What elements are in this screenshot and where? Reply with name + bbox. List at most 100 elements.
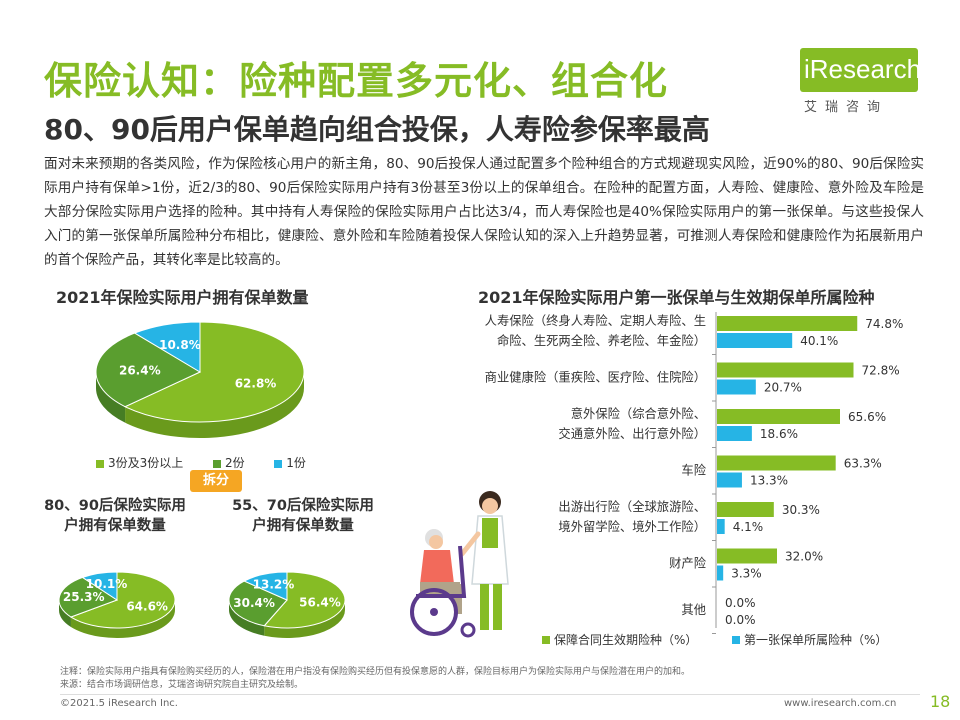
bar-value-label: 0.0%	[725, 613, 756, 627]
main-pie-side-0	[125, 372, 304, 438]
bar-chart: 人寿保险（终身人寿险、定期人寿险、生命险、生死两全险、养老险、年金险） 74.8%…	[485, 312, 903, 647]
bar-value-label: 74.8%	[865, 317, 903, 331]
p8090-pie-slice-1	[58, 576, 119, 618]
bar-category-label: 命险、生死两全险、养老险、年金险）	[497, 333, 706, 348]
bar-effective-3	[717, 455, 836, 471]
wheelchair-wheel	[410, 588, 458, 636]
footer-divider	[60, 694, 920, 695]
logo-text: iResearch	[804, 54, 922, 84]
p5570-pie-label-2: 13.2%	[253, 578, 295, 592]
p8090-pie-side	[59, 600, 175, 638]
nurse-arm	[459, 531, 481, 557]
bar-effective-5	[717, 548, 777, 564]
bar-category-label: 商业健康险（重疾险、医疗险、住院险）	[485, 370, 706, 385]
p8090-pie-label-2: 10.1%	[86, 577, 128, 591]
bar-value-label: 65.6%	[848, 410, 886, 424]
patient-face	[429, 535, 443, 549]
bar-category-label: 车险	[681, 463, 706, 478]
main-pie-side	[96, 372, 304, 438]
main-pie-label-1: 26.4%	[119, 363, 161, 377]
bar-first-5	[717, 565, 724, 581]
bar-value-label: 13.3%	[750, 474, 788, 488]
main-pie-chart: 62.8% 26.4% 10.8%	[95, 321, 305, 438]
bar-value-label: 4.1%	[733, 520, 764, 534]
bar-value-label: 63.3%	[844, 457, 882, 471]
bar-category-label: 其他	[681, 603, 706, 617]
bar-first-4	[717, 519, 725, 534]
bar-value-label: 72.8%	[862, 364, 900, 378]
nurse-coat	[471, 515, 509, 585]
page-title: 保险认知：险种配置多元化、组合化	[44, 59, 669, 103]
patient-shirt	[420, 550, 454, 584]
iresearch-logo: iResearch 艾瑞咨询	[770, 48, 922, 116]
pie-8090-title: 80、90后保险实际用户拥有保单数量	[44, 498, 186, 534]
legend-label-3plus: 3份及3份以上	[108, 456, 184, 470]
intro-paragraph: 面对未来预期的各类风险，作为保险核心用户的新主角，80、90后投保人通过配置多个…	[44, 156, 924, 268]
footnote-source: 来源：结合市场调研信息，艾瑞咨询研究院自主研究及绘制。	[60, 680, 304, 690]
bar-first-2	[717, 426, 752, 441]
bar-value-label: 30.3%	[782, 503, 820, 517]
nurse-leg-left	[480, 584, 489, 630]
legend-label-1: 1份	[286, 456, 306, 470]
bar-effective-1	[717, 362, 854, 378]
pie-5570-chart: 56.4% 30.4% 13.2%	[228, 571, 346, 638]
p5570-pie-label-1: 30.4%	[233, 596, 275, 610]
main-pie-label-2: 10.8%	[159, 338, 201, 352]
nurse-shirt	[482, 518, 498, 548]
pie-8090-chart: 64.6% 25.3%10.1%	[58, 571, 176, 638]
bar-effective-2	[717, 409, 840, 424]
bar-value-label: 3.3%	[731, 567, 762, 581]
pie-5570-title: 55、70后保险实际用户拥有保单数量	[232, 498, 374, 534]
main-pie-title: 2021年保险实际用户拥有保单数量	[56, 288, 309, 307]
bar-legend-label-0: 保障合同生效期险种（%）	[554, 632, 697, 647]
nurse-wheelchair-illustration	[410, 491, 509, 638]
nurse-face	[482, 498, 498, 514]
bar-first-0	[717, 333, 793, 348]
bar-value-label: 0.0%	[725, 596, 756, 610]
pie-legend: 3份及3份以上 2份 1份	[96, 454, 306, 471]
bar-category-label: 境外留学险、境外工作险）	[558, 519, 706, 534]
bar-category-label: 人寿保险（终身人寿险、定期人寿险、生	[485, 313, 706, 328]
bar-category-label: 出游出行险（全球旅游险、	[558, 499, 706, 514]
p8090-pie-slice-2	[81, 571, 118, 601]
bar-category-label: 交通意外险、出行意外险）	[558, 426, 706, 441]
p8090-pie-side-1	[59, 600, 71, 628]
main-pie-slice-1	[95, 332, 202, 408]
bar-category-label: 意外保险（综合意外险、	[571, 406, 706, 421]
main-pie-slice-2	[133, 321, 201, 373]
nurse-leg-right	[493, 584, 502, 630]
bar-legend-swatch-1	[732, 636, 740, 644]
p5570-pie-side-1	[229, 600, 265, 636]
p5570-pie-label-0: 56.4%	[299, 596, 341, 610]
wheelchair-hub	[430, 608, 438, 616]
footer-copyright: ©2021.5 iResearch Inc.	[60, 698, 178, 709]
bar-first-1	[717, 379, 756, 395]
bar-chart-title: 2021年保险实际用户第一张保单与生效期保单所属险种	[478, 288, 875, 307]
bar-value-label: 18.6%	[760, 427, 798, 441]
footnote: 注释：保险实际用户指具有保险购买经历的人，保险潜在用户指没有保险购买经历但有投保…	[60, 666, 690, 692]
bar-effective-0	[717, 316, 858, 331]
patient-shin	[454, 584, 462, 614]
legend-label-2: 2份	[224, 456, 245, 470]
p8090-pie-slice-0	[69, 571, 176, 629]
page-subtitle: 80、90后用户保单趋向组合投保，人寿险参保率最高	[44, 113, 710, 146]
bar-first-3	[717, 472, 742, 488]
p5570-pie-slice-0	[263, 571, 346, 629]
bar-legend-label-1: 第一张保单所属险种（%）	[744, 632, 887, 647]
logo-badge	[800, 48, 918, 92]
p8090-pie-side-0	[70, 600, 175, 638]
main-pie-label-0: 62.8%	[235, 377, 277, 391]
bar-category-label: 财产险	[669, 556, 707, 571]
bar-legend-swatch-0	[542, 636, 550, 644]
legend-swatch-2	[212, 459, 221, 468]
p5570-pie-slice-2	[243, 571, 288, 601]
p8090-pie-label-1: 25.3%	[63, 590, 105, 604]
split-badge: 拆分	[190, 470, 242, 492]
p5570-pie-slice-1	[228, 580, 288, 627]
main-pie-side-1	[96, 372, 126, 423]
bar-value-label: 32.0%	[785, 550, 823, 564]
legend-swatch-3plus	[96, 459, 104, 468]
page-number: 18	[930, 692, 951, 711]
bar-value-label: 40.1%	[800, 334, 838, 348]
bar-effective-4	[717, 502, 774, 517]
